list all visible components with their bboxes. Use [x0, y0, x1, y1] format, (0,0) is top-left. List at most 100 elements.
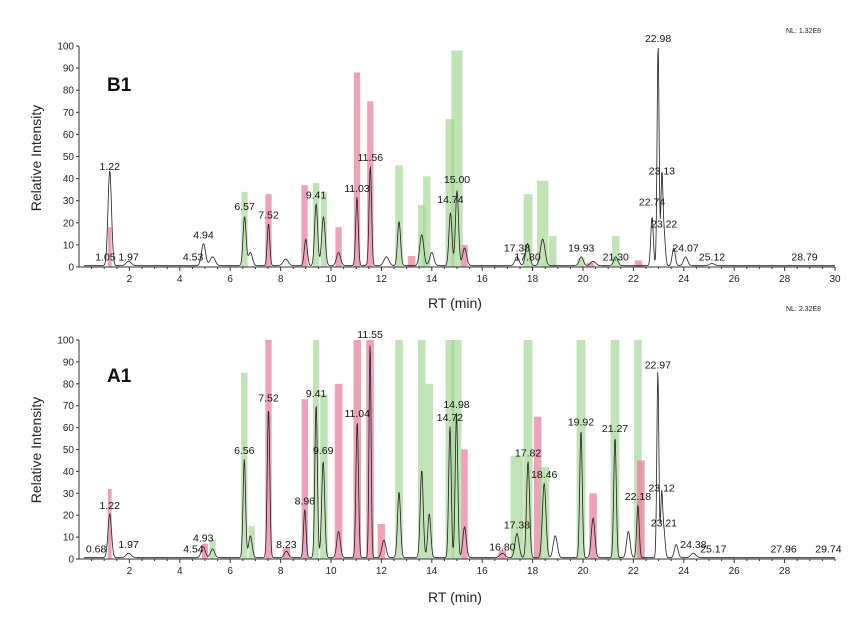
peak-rt-label: 0.68 — [86, 544, 107, 556]
y-tick-label: 60 — [63, 130, 75, 141]
normalization-level-label: NL: 2.32E8 — [786, 306, 821, 313]
peak-rt-label: 1.22 — [100, 161, 121, 173]
peak-rt-label: 11.03 — [344, 183, 370, 195]
y-tick-label: 50 — [63, 152, 75, 163]
peak-rt-label: 4.53 — [183, 252, 204, 264]
y-tick-label: 20 — [63, 218, 75, 229]
pink-bar — [637, 460, 645, 559]
x-tick-label: 30 — [829, 274, 841, 285]
y-axis-title: Relative Intensity — [28, 105, 44, 212]
peak-rt-label: 22.18 — [625, 491, 651, 503]
pink-bar — [366, 340, 374, 559]
green-bar — [523, 194, 533, 267]
green-bar — [611, 236, 620, 267]
y-axis-title: Relative Intensity — [28, 397, 44, 504]
pink-bar — [107, 227, 112, 267]
green-bar — [451, 50, 463, 267]
peak-rt-label: 9.69 — [313, 445, 334, 457]
peak-rt-label: 6.56 — [234, 445, 255, 457]
peak-rt-label: 17.38 — [504, 520, 530, 532]
peak-rt-label: 8.96 — [295, 495, 316, 507]
x-tick-label: 10 — [325, 274, 337, 285]
peak-rt-label: 19.92 — [568, 417, 594, 429]
x-tick-label: 22 — [628, 274, 640, 285]
peak-rt-label: 17.80 — [514, 252, 540, 264]
green-bar — [523, 340, 533, 559]
x-axis-title: RT (min) — [428, 589, 482, 605]
y-tick-label: 100 — [57, 42, 74, 53]
panel-label: A1 — [107, 366, 132, 387]
peak-rt-label: 11.56 — [358, 152, 384, 164]
y-tick-label: 40 — [63, 174, 75, 185]
x-tick-label: 8 — [278, 566, 284, 577]
green-bar — [395, 340, 403, 559]
peak-rt-label: 14.74 — [437, 194, 463, 206]
x-tick-label: 18 — [527, 566, 539, 577]
green-bar — [576, 340, 586, 559]
green-bar — [425, 383, 434, 559]
peak-rt-label: 22.97 — [645, 360, 671, 372]
pink-bar — [282, 548, 291, 559]
normalization-level-label: NL: 1.32E8 — [786, 28, 821, 35]
pink-bar — [407, 255, 416, 267]
x-tick-label: 18 — [527, 274, 539, 285]
x-tick-label: 24 — [678, 274, 690, 285]
peak-rt-label: 4.93 — [193, 533, 214, 545]
green-bar — [539, 467, 550, 559]
green-bar — [537, 180, 549, 267]
x-tick-label: 16 — [477, 274, 489, 285]
peak-rt-label: 21.27 — [602, 423, 628, 435]
y-tick-label: 10 — [63, 533, 75, 544]
pink-bar — [586, 262, 595, 267]
y-tick-label: 20 — [63, 511, 75, 522]
peak-rt-label: 25.12 — [699, 252, 725, 264]
pink-bar — [265, 340, 272, 559]
peak-rt-label: 14.72 — [437, 412, 463, 424]
x-tick-label: 22 — [628, 566, 640, 577]
x-tick-label: 20 — [577, 274, 589, 285]
x-tick-label: 2 — [127, 274, 133, 285]
pink-bar — [461, 449, 468, 559]
green-bar — [548, 236, 557, 267]
pink-bar — [335, 227, 342, 267]
green-bar — [312, 183, 320, 267]
peak-rt-label: 7.52 — [258, 210, 279, 222]
green-bar — [320, 191, 328, 267]
pink-bar — [107, 488, 112, 559]
peak-rt-label: 7.52 — [258, 393, 279, 405]
y-tick-label: 0 — [68, 555, 74, 566]
green-bar — [610, 340, 620, 559]
x-tick-label: 14 — [426, 274, 438, 285]
green-bar — [577, 258, 586, 267]
y-tick-label: 80 — [63, 86, 75, 97]
y-tick-label: 70 — [63, 108, 75, 119]
pink-bar — [334, 383, 343, 559]
y-tick-label: 80 — [63, 379, 75, 390]
x-tick-label: 28 — [779, 566, 791, 577]
peak-rt-label: 22.98 — [645, 33, 671, 45]
peak-rt-label: 23.12 — [648, 482, 674, 494]
peak-rt-label: 8.23 — [276, 539, 297, 551]
peak-rt-label: 6.57 — [234, 201, 255, 213]
x-tick-label: 16 — [477, 566, 489, 577]
x-tick-label: 12 — [376, 566, 388, 577]
pink-bar — [377, 523, 386, 559]
x-tick-label: 24 — [678, 566, 690, 577]
y-tick-label: 10 — [63, 240, 75, 251]
x-tick-label: 8 — [278, 274, 284, 285]
y-tick-label: 50 — [63, 445, 75, 456]
x-tick-label: 6 — [227, 274, 233, 285]
x-tick-label: 20 — [577, 566, 589, 577]
green-bar — [312, 340, 320, 559]
pink-bar — [461, 244, 468, 267]
peak-rt-label: 19.93 — [568, 243, 594, 255]
green-bar — [241, 191, 248, 267]
green-bar — [395, 165, 403, 267]
pink-bar — [634, 260, 643, 267]
peak-rt-label: 4.54 — [183, 544, 204, 556]
y-tick-label: 30 — [63, 196, 75, 207]
green-bar — [634, 340, 642, 559]
peak-rt-label: 24.07 — [672, 243, 698, 255]
x-tick-label: 4 — [177, 274, 183, 285]
